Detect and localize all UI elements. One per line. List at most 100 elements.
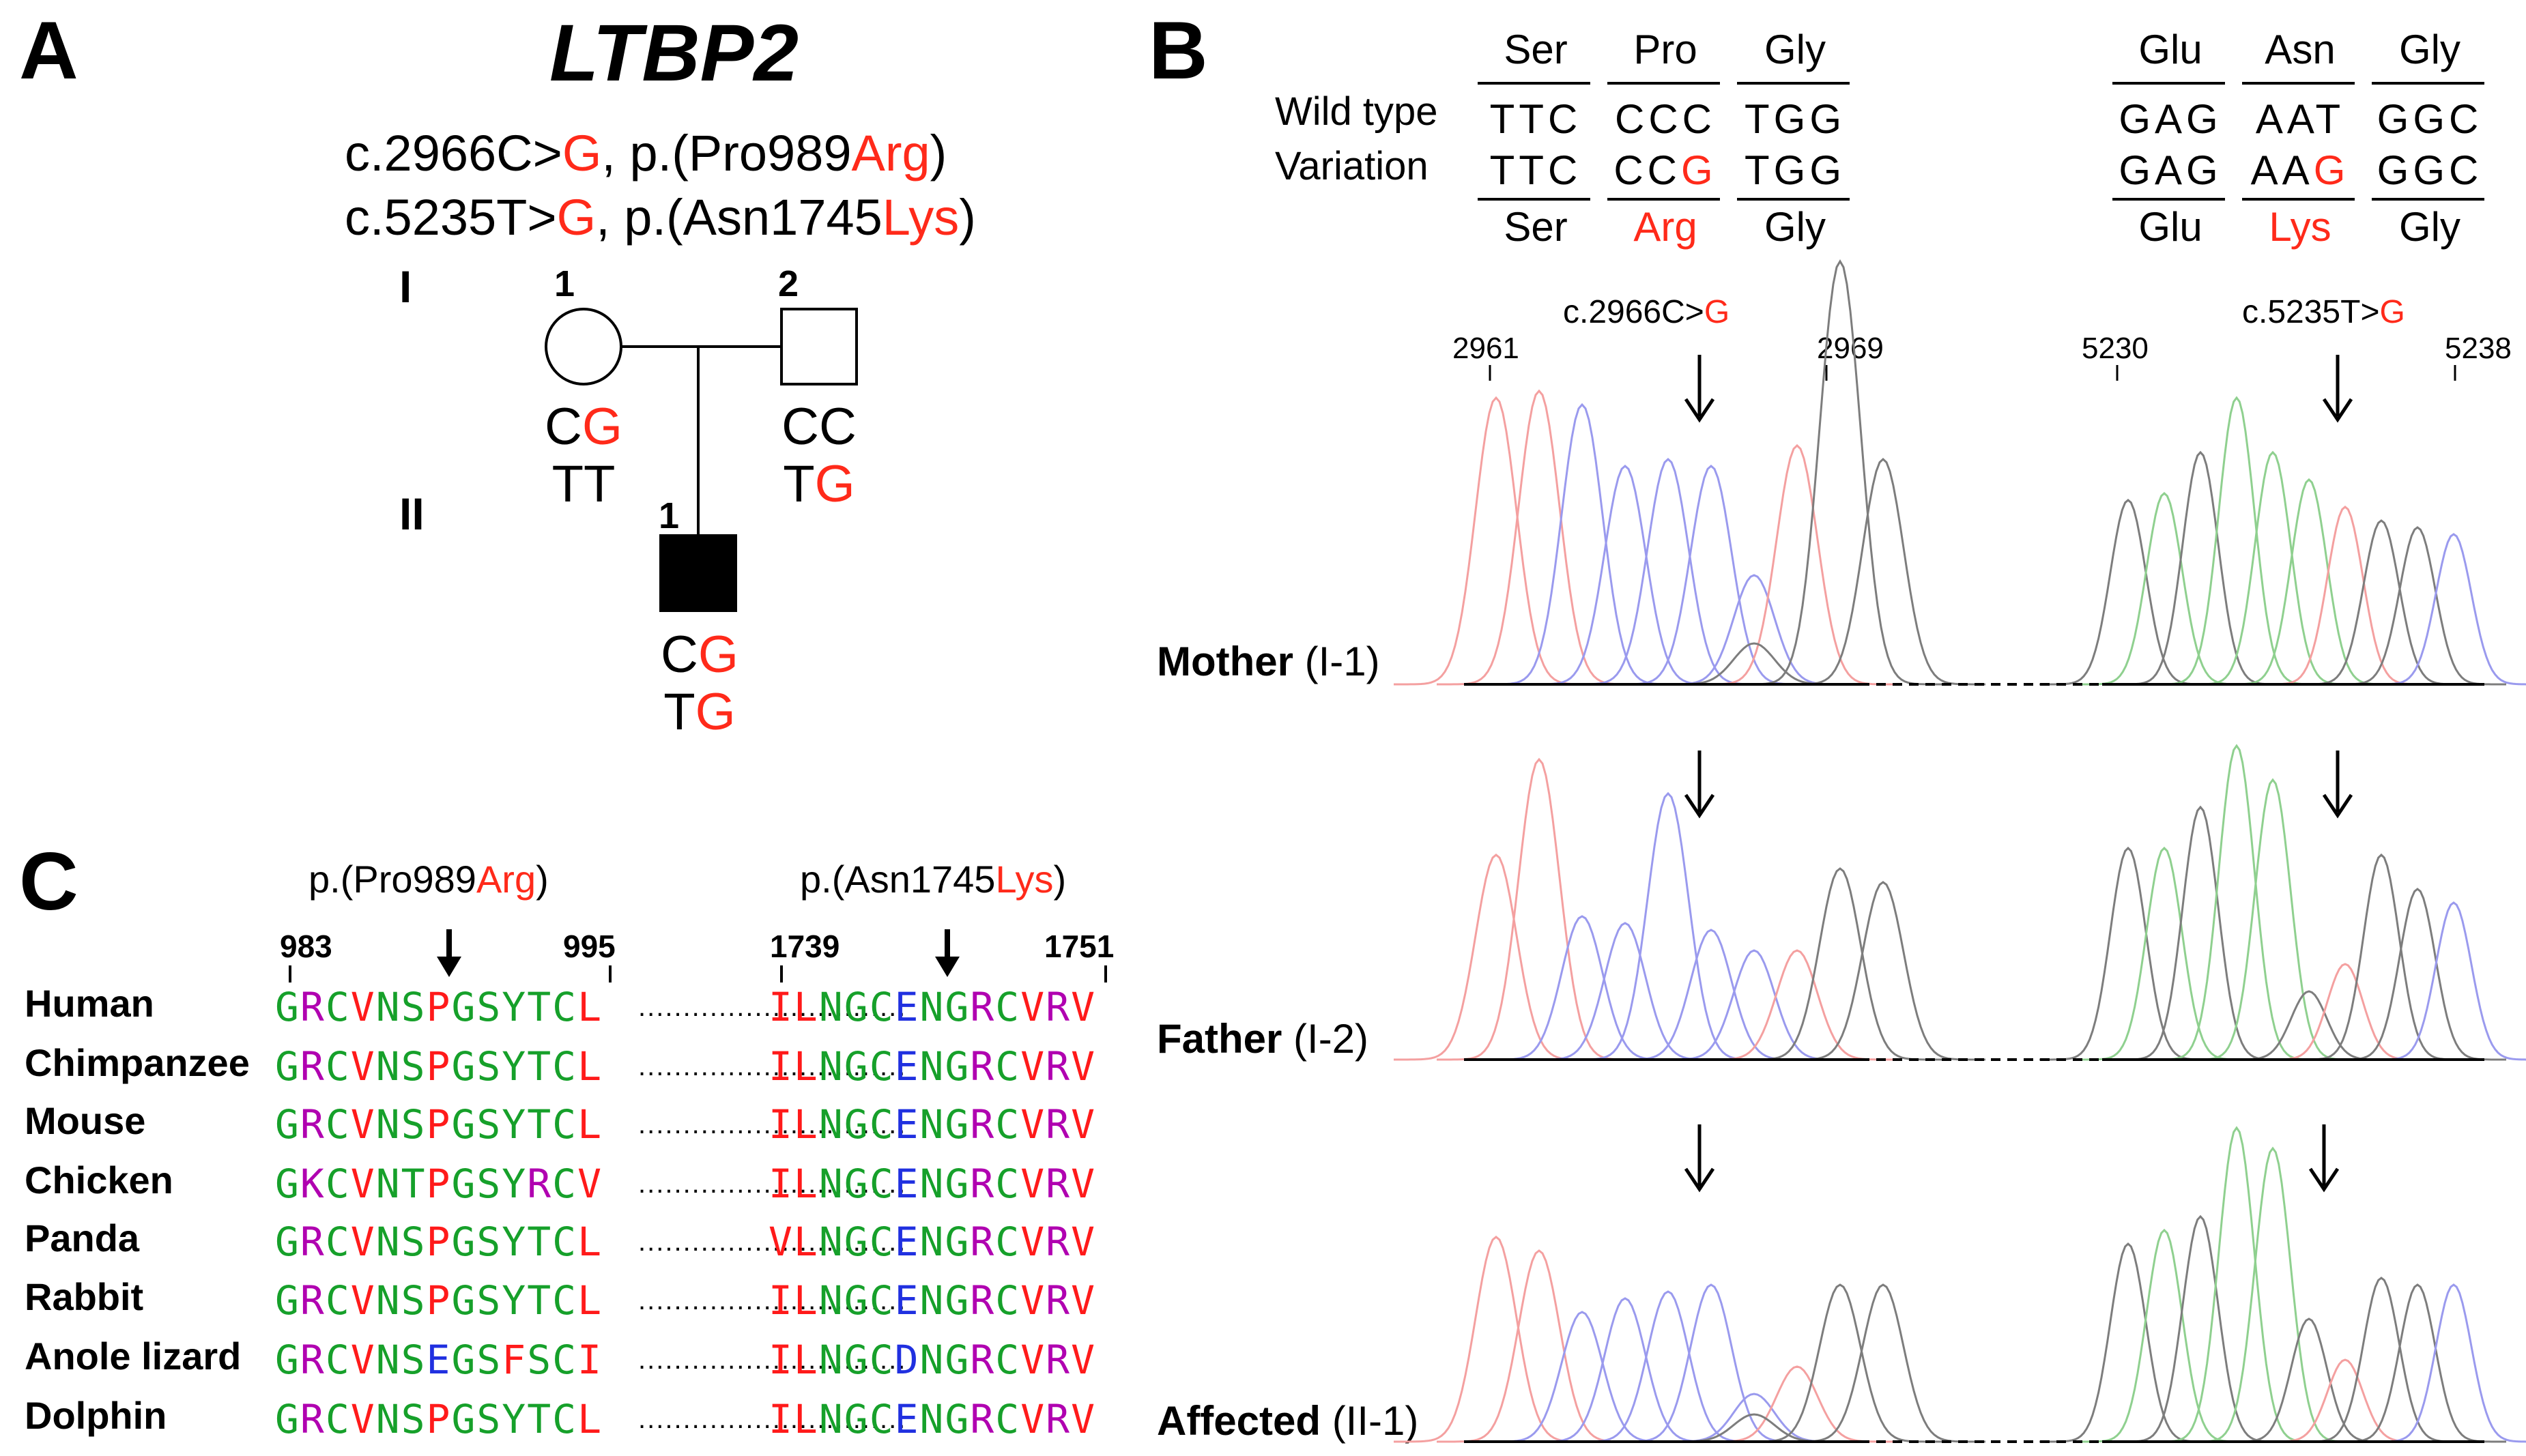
- right-variant-marker: c.5235T>G: [2242, 293, 2405, 331]
- species-seq-right: VLNGCENGRCVRV: [769, 1219, 1096, 1265]
- pos-5230: 5230: [2082, 332, 2149, 365]
- alignment-left-variant-prefix: p.(Pro989: [308, 858, 476, 901]
- peak-left-row1-1: [1394, 396, 1598, 686]
- mutation-1-sep: , p.(Pro989: [601, 125, 852, 181]
- left-bottom-codon-1: Ser: [1504, 204, 1568, 250]
- panel-a-label: A: [19, 5, 78, 96]
- right-bottom-codon-1: Glu: [2138, 204, 2202, 250]
- right-arrow-row1: [2322, 355, 2353, 423]
- left-top-codon-3: Gly: [1764, 27, 1826, 72]
- peak-left-row2-7: [1652, 949, 1856, 1061]
- peak-left-row2-5: [1566, 791, 1770, 1061]
- right-top-codon-3: Gly: [2399, 27, 2460, 72]
- species-seq-right: ILNGCENGRCVRV: [769, 1396, 1096, 1442]
- species-name: Chicken: [25, 1159, 173, 1202]
- species-seq-right: ILNGCENGRCVRV: [769, 1101, 1096, 1148]
- mutation-1: c.2966C>G, p.(Pro989Arg): [345, 124, 947, 182]
- species-name: Rabbit: [25, 1275, 144, 1318]
- left-bottom-codon-2: Arg: [1633, 204, 1697, 250]
- alignment-right-variant-prefix: p.(Asn1745: [800, 858, 996, 901]
- generation-1-label: I: [399, 261, 412, 312]
- peak-right-row3-10: [2365, 1283, 2526, 1443]
- mother-number: 1: [554, 263, 575, 304]
- peak-left-row2-2: [1437, 757, 1641, 1061]
- mutation-1-cdna-prefix: c.2966C>: [345, 125, 562, 181]
- left-wt-seq-2: CCC: [1615, 96, 1716, 142]
- species-seq-right: ILNGCENGRCVRV: [769, 1161, 1096, 1207]
- pos-995: 995: [563, 929, 616, 964]
- species-dots: ..............................: [638, 1227, 907, 1257]
- species-seq-left: GRCVNSPGSYTCL: [275, 1396, 603, 1442]
- child-genotype-2: TG: [631, 686, 768, 738]
- peak-right-row3-9: [2329, 1283, 2506, 1443]
- left-var-seq-2: CCG: [1604, 147, 1727, 194]
- child-genotype-1: CG: [631, 629, 768, 681]
- mutation-1-cdna-alt: G: [562, 125, 602, 181]
- gene-title: LTBP2: [549, 8, 799, 98]
- pos-1751: 1751: [1044, 929, 1115, 964]
- species-seq-left: GRCVNSPGSYTCL: [275, 1101, 603, 1148]
- species-dots: ..............................: [638, 1169, 907, 1199]
- left-variant-marker: c.2966C>G: [1563, 293, 1730, 331]
- peak-right-row1-10: [2365, 533, 2526, 686]
- pos-2961: 2961: [1452, 332, 1519, 365]
- wild-type-label: Wild type: [1275, 89, 1438, 134]
- alignment-left-variant-close: ): [536, 858, 549, 901]
- alignment-left-variant: p.(Pro989Arg): [308, 857, 549, 901]
- species-name: Dolphin: [25, 1394, 167, 1437]
- species-dots: ..............................: [638, 1345, 907, 1375]
- species-dots: ..............................: [638, 992, 907, 1022]
- right-var-seq-2-a: AA: [2250, 147, 2314, 193]
- peak-left-row1-3: [1480, 403, 1684, 686]
- trace-label-mother-id: (I-1): [1304, 639, 1380, 684]
- species-name: Chimpanzee: [25, 1041, 250, 1084]
- species-seq-left: GKCVNTPGSYRCV: [275, 1161, 603, 1207]
- left-var-seq-1: TTC: [1489, 147, 1582, 193]
- left-wt-seq-1: TTC: [1489, 96, 1582, 142]
- species-seq-left: GRCVNSPGSYTCL: [275, 984, 603, 1030]
- peak-left-row3-2: [1437, 1249, 1641, 1443]
- right-arrow-row2: [2322, 751, 2353, 819]
- species-seq-right: ILNGCENGRCVRV: [769, 1043, 1096, 1090]
- left-arrow-row1: [1684, 355, 1715, 423]
- codon-lines: [1478, 82, 2484, 201]
- peak-right-row2-1: [2039, 846, 2217, 1061]
- peak-left-row2-9: [1738, 867, 1942, 1061]
- alignment-right-variant-alt: Lys: [995, 858, 1054, 901]
- trace-label-father: Father (I-2): [1157, 1015, 1368, 1062]
- left-var-seq-2-b: G: [1681, 147, 1717, 193]
- left-top-codon-2: Pro: [1633, 27, 1697, 72]
- alignment-markers: [289, 929, 1107, 982]
- father-genotype-1: CC: [781, 398, 857, 456]
- species-name: Anole lizard: [25, 1335, 242, 1378]
- peak-right-row1-1: [2039, 499, 2217, 686]
- right-bottom-codon-3: Gly: [2399, 204, 2460, 250]
- mutation-1-protein-alt: Arg: [851, 125, 930, 181]
- left-var-seq-2-a: CC: [1613, 147, 1681, 193]
- peak-left-row1-8: [1695, 443, 1899, 686]
- mutation-2-cdna-prefix: c.5235T>: [345, 189, 557, 246]
- peak-right-row1-9: [2329, 526, 2506, 686]
- mother-genotype-1-b: G: [582, 398, 622, 456]
- species-dots: ..............................: [638, 1051, 907, 1081]
- child-genotype-2-a: T: [663, 683, 695, 741]
- alignment-left-variant-alt: Arg: [476, 858, 536, 901]
- mutation-2: c.5235T>G, p.(Asn1745Lys): [345, 188, 976, 246]
- right-variant-marker-prefix: c.5235T>: [2242, 294, 2380, 330]
- peak-left-row2-10: [1781, 881, 1985, 1061]
- peak-left-het-row1: [1652, 642, 1856, 686]
- peak-left-row1-2: [1437, 389, 1641, 686]
- child-genotype-2-b: G: [695, 683, 736, 741]
- left-bottom-codon-3: Gly: [1764, 204, 1826, 250]
- peak-left-row1-5: [1566, 457, 1770, 686]
- pedigree-diagram: [545, 308, 858, 612]
- right-wt-seq-3: GGC: [2377, 96, 2483, 142]
- right-top-codon-2: Asn: [2265, 27, 2336, 72]
- right-variant-marker-alt: G: [2379, 294, 2405, 330]
- pos-983: 983: [280, 929, 332, 964]
- species-seq-left: GRCVNSPGSYTCL: [275, 1277, 603, 1324]
- mutation-2-close: ): [959, 189, 976, 246]
- species-seq-right: ILNGCENGRCVRV: [769, 984, 1096, 1030]
- trace-label-affected: Affected (II-1): [1157, 1397, 1418, 1444]
- peak-right-row2-4: [2148, 744, 2325, 1061]
